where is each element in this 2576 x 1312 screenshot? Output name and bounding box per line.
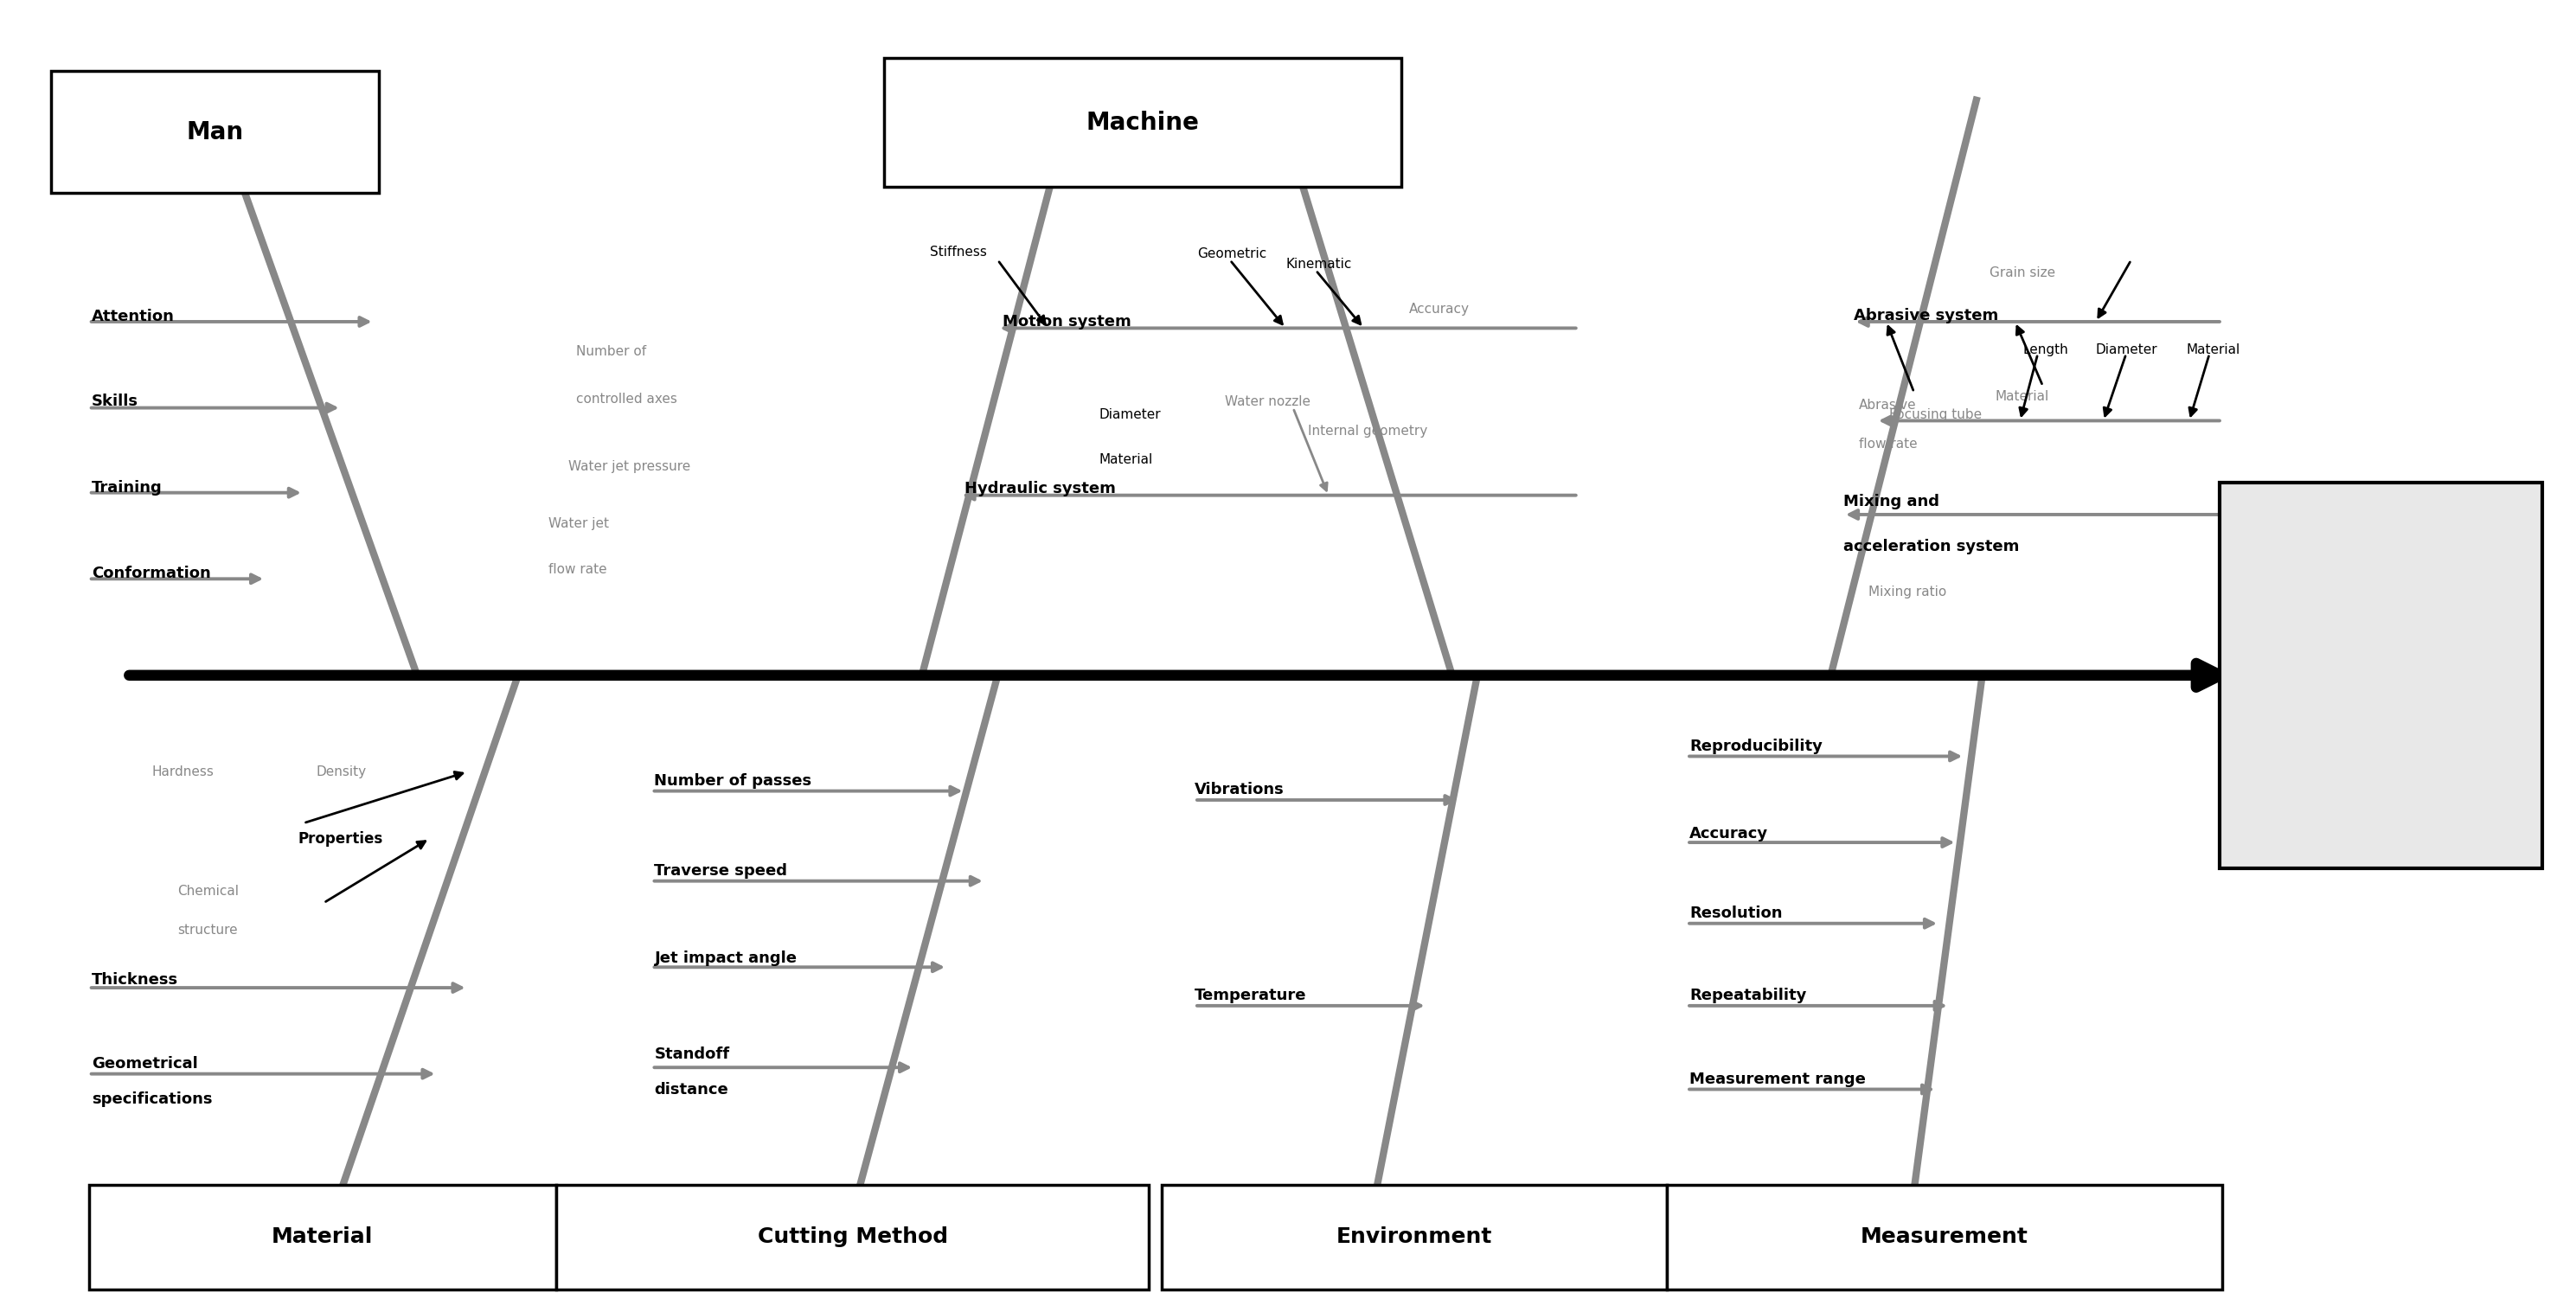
Text: Conformation: Conformation [90, 565, 211, 581]
Text: Kinematic: Kinematic [1285, 257, 1352, 270]
FancyBboxPatch shape [52, 71, 379, 193]
FancyBboxPatch shape [884, 58, 1401, 186]
Text: Thickness: Thickness [90, 972, 178, 988]
Text: Density: Density [317, 765, 366, 778]
Text: flow rate: flow rate [549, 563, 608, 576]
Text: Water jet: Water jet [549, 517, 608, 530]
Text: Skills: Skills [90, 394, 139, 409]
Text: Cutting Method: Cutting Method [757, 1227, 948, 1248]
Text: Stiffness: Stiffness [930, 245, 987, 258]
Text: Measurement range: Measurement range [1690, 1071, 1865, 1086]
Text: Hydraulic system: Hydraulic system [966, 482, 1115, 497]
Text: Abrasive system: Abrasive system [1855, 307, 1999, 323]
Text: Machine: Machine [1087, 110, 1200, 135]
Text: Man: Man [185, 119, 245, 144]
Text: Traverse speed: Traverse speed [654, 863, 788, 879]
Text: specifications: specifications [90, 1092, 211, 1107]
FancyBboxPatch shape [556, 1185, 1149, 1290]
Text: Repeatability: Repeatability [1690, 988, 1806, 1004]
FancyBboxPatch shape [88, 1185, 556, 1290]
Text: flow rate: flow rate [1857, 437, 1917, 450]
Text: Internal geometry: Internal geometry [1309, 425, 1427, 437]
Text: controlled axes: controlled axes [577, 392, 677, 405]
Text: distance: distance [654, 1081, 729, 1097]
Text: Focusing tube: Focusing tube [1888, 408, 1981, 421]
Text: Accuracy: Accuracy [1409, 302, 1471, 315]
Text: Training: Training [90, 480, 162, 496]
Text: Vibrations: Vibrations [1195, 782, 1285, 798]
Text: Measurement: Measurement [1860, 1227, 2027, 1248]
Text: Hardness: Hardness [152, 765, 214, 778]
FancyBboxPatch shape [2221, 483, 2543, 869]
Text: Abrasive: Abrasive [1857, 399, 1917, 412]
Text: Water jet pressure: Water jet pressure [569, 461, 690, 474]
Text: Material: Material [270, 1227, 374, 1248]
Text: Mixing and: Mixing and [1844, 493, 1940, 509]
Text: Jet impact angle: Jet impact angle [654, 950, 796, 966]
Text: acceleration system: acceleration system [1844, 539, 2020, 555]
Text: Material: Material [2187, 344, 2241, 357]
Text: Standoff: Standoff [654, 1047, 729, 1063]
Text: Material: Material [1097, 453, 1151, 466]
Text: Grain size: Grain size [1989, 266, 2056, 279]
Text: characteristics: characteristics [2311, 638, 2452, 653]
Text: structure: structure [178, 924, 237, 937]
Text: (roughness, waviness,: (roughness, waviness, [2308, 714, 2455, 727]
Text: taper angle): taper angle) [2342, 773, 2421, 786]
Text: Number of passes: Number of passes [654, 773, 811, 789]
FancyBboxPatch shape [1162, 1185, 1667, 1290]
Text: Kerf quality: Kerf quality [2326, 573, 2437, 590]
Text: Properties: Properties [299, 830, 384, 846]
Text: Chemical: Chemical [178, 884, 240, 897]
Text: Reproducibility: Reproducibility [1690, 739, 1821, 754]
Text: Environment: Environment [1337, 1227, 1492, 1248]
Text: Length: Length [2022, 344, 2069, 357]
Text: Temperature: Temperature [1195, 988, 1306, 1004]
Text: Resolution: Resolution [1690, 905, 1783, 921]
Text: Material: Material [1994, 390, 2048, 403]
Text: Motion system: Motion system [1002, 314, 1131, 329]
Text: Geometric: Geometric [1198, 247, 1267, 260]
Text: Mixing ratio: Mixing ratio [1868, 585, 1947, 598]
Text: Diameter: Diameter [2097, 344, 2159, 357]
Text: Attention: Attention [90, 308, 175, 324]
Text: Geometrical: Geometrical [90, 1056, 198, 1072]
Text: Water nozzle: Water nozzle [1224, 395, 1311, 408]
Text: Accuracy: Accuracy [1690, 825, 1767, 841]
Text: Number of: Number of [577, 345, 647, 358]
Text: Diameter: Diameter [1097, 408, 1162, 421]
FancyBboxPatch shape [1667, 1185, 2223, 1290]
